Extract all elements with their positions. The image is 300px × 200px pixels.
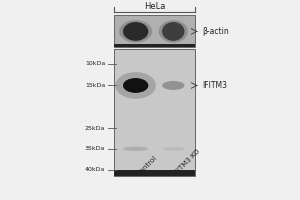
Ellipse shape: [116, 72, 156, 99]
Ellipse shape: [123, 22, 148, 41]
Text: 35kDa: 35kDa: [85, 146, 105, 151]
Ellipse shape: [162, 22, 184, 41]
Ellipse shape: [119, 20, 152, 43]
Text: Control: Control: [136, 154, 159, 177]
Text: 40kDa: 40kDa: [85, 167, 105, 172]
Bar: [114, 15, 195, 47]
Text: 10kDa: 10kDa: [85, 61, 105, 66]
Bar: [114, 44, 195, 47]
Ellipse shape: [162, 81, 184, 90]
Text: 25kDa: 25kDa: [85, 126, 105, 131]
Text: IFITM3 KO: IFITM3 KO: [172, 148, 201, 177]
Bar: [114, 49, 195, 176]
Text: β-actin: β-actin: [202, 27, 229, 36]
Text: IFITM3: IFITM3: [202, 81, 227, 90]
Text: HeLa: HeLa: [144, 2, 165, 11]
Ellipse shape: [162, 147, 184, 151]
Bar: [114, 170, 195, 176]
Ellipse shape: [123, 78, 148, 93]
Ellipse shape: [123, 147, 148, 151]
Ellipse shape: [159, 20, 188, 43]
Text: 15kDa: 15kDa: [85, 83, 105, 88]
